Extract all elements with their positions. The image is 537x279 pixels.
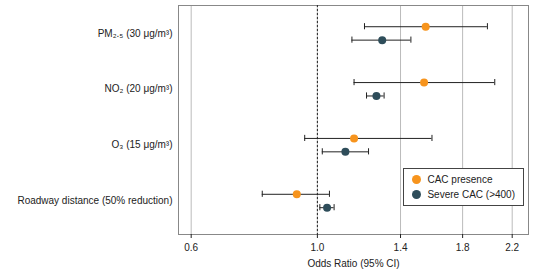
svg-text:1.0: 1.0 bbox=[310, 242, 324, 253]
svg-text:O₃ (15 μg/m³): O₃ (15 μg/m³) bbox=[112, 139, 173, 150]
svg-text:1.8: 1.8 bbox=[456, 242, 470, 253]
html-text:CAC presence: CAC presence bbox=[427, 174, 493, 185]
html-text:Severe CAC (>400): Severe CAC (>400) bbox=[427, 189, 515, 200]
svg-text:NO₂ (20 μg/m³): NO₂ (20 μg/m³) bbox=[105, 83, 173, 94]
svg-text:0.6: 0.6 bbox=[184, 242, 198, 253]
svg-text:Odds Ratio (95% CI): Odds Ratio (95% CI) bbox=[307, 258, 399, 269]
svg-text:1.4: 1.4 bbox=[394, 242, 408, 253]
svg-text:PM₂.₅ (30 μg/m³): PM₂.₅ (30 μg/m³) bbox=[98, 28, 173, 39]
svg-text:2.2: 2.2 bbox=[505, 242, 519, 253]
svg-text:Roadway distance (50% reductio: Roadway distance (50% reduction) bbox=[17, 195, 172, 206]
